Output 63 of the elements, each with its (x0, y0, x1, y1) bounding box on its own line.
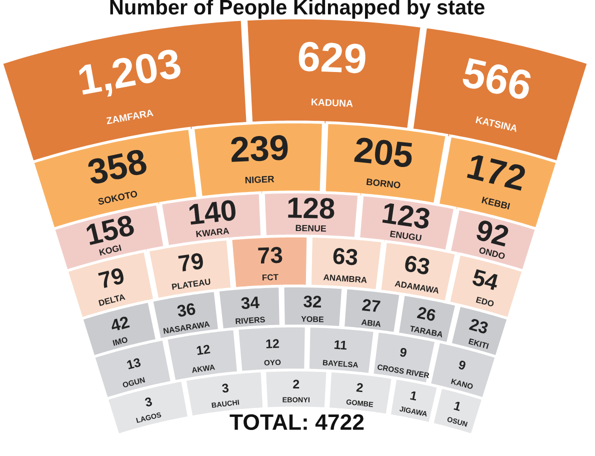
data-label: 79 (178, 252, 204, 272)
data-label: 1,203 (78, 48, 183, 101)
data-label: 32 (303, 295, 322, 308)
data-label: 2 (356, 382, 364, 392)
category-label: SOKOTO (98, 190, 138, 206)
category-label: DELTA (98, 294, 126, 306)
category-label: KWARA (196, 228, 230, 238)
data-label: 3 (222, 383, 229, 393)
category-label: IMO (112, 336, 128, 346)
data-label: 205 (354, 136, 414, 168)
category-label: BENUE (296, 224, 326, 232)
data-label: 34 (240, 296, 260, 310)
data-label: 26 (416, 306, 436, 322)
data-label: 629 (298, 42, 366, 74)
category-label: YOBE (301, 316, 324, 322)
data-label: 63 (404, 255, 430, 275)
data-label: 1 (410, 390, 418, 401)
data-label: 1 (454, 401, 462, 412)
data-label: 42 (110, 316, 130, 332)
category-label: FCT (262, 274, 278, 281)
category-label: RIVERS (236, 316, 266, 324)
data-label: 79 (98, 267, 126, 289)
category-label: ADAMAWA (394, 280, 440, 294)
category-label: KADUNA (311, 98, 353, 107)
data-label: 11 (334, 340, 347, 350)
data-label: 9 (458, 360, 466, 370)
data-label: 239 (230, 134, 288, 162)
data-label: 27 (362, 298, 380, 312)
data-label: 12 (196, 344, 210, 355)
text: TOTAL: 4722 (230, 414, 364, 430)
data-label: 3 (144, 396, 153, 407)
category-label: ENUGU (390, 230, 422, 242)
category-label: EKITI (468, 338, 489, 349)
category-label: KATSINA (476, 116, 518, 132)
category-label: BORNO (366, 178, 401, 189)
category-label: NIGER (245, 176, 274, 184)
category-label: ANAMBRA (323, 274, 368, 283)
data-label: 92 (475, 219, 510, 247)
category-label: EDO (476, 296, 494, 307)
data-label: 172 (466, 153, 527, 191)
data-label: 23 (468, 318, 489, 334)
data-label: 158 (86, 214, 136, 246)
category-label: TARABA (410, 326, 444, 338)
data-label: 358 (86, 148, 148, 186)
data-label: 54 (472, 269, 500, 291)
data-label: 123 (382, 202, 431, 230)
data-label: 36 (176, 302, 196, 318)
category-label: PLATEAU (172, 278, 211, 290)
category-label: NASARAWA (163, 321, 210, 334)
data-label: 12 (266, 339, 280, 348)
category-label: ONDO (478, 246, 506, 260)
data-label: 2 (293, 380, 300, 388)
data-label: 9 (400, 348, 408, 358)
data-label: 128 (288, 197, 335, 219)
category-label: KEBBI (482, 196, 510, 210)
data-label: 566 (461, 57, 533, 101)
data-label: 73 (258, 246, 282, 264)
category-label: ABIA (361, 319, 382, 327)
data-label: 140 (188, 200, 236, 225)
data-label: 63 (332, 248, 358, 266)
category-label: KOGI (99, 244, 122, 256)
data-label: 13 (126, 358, 142, 370)
category-label: ZAMFARA (106, 109, 154, 124)
